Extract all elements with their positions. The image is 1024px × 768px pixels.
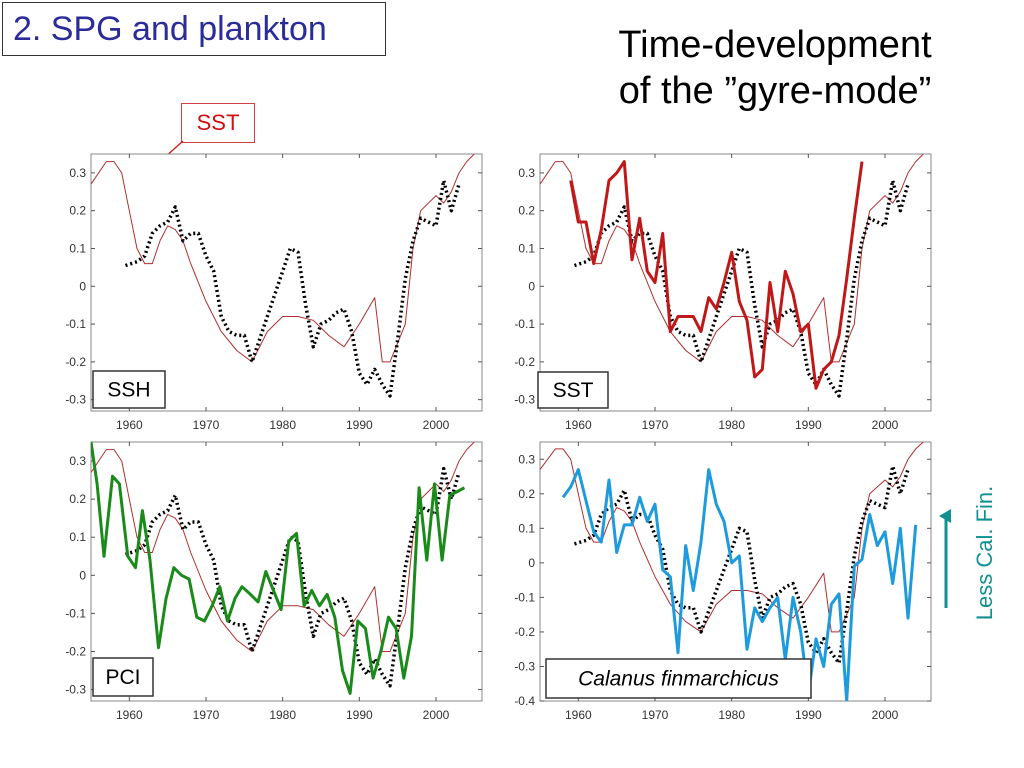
series-line-thin-3 xyxy=(91,442,475,652)
x-tick-label: 1970 xyxy=(642,708,669,722)
x-tick-label: 2000 xyxy=(423,418,450,432)
series-group xyxy=(540,442,924,701)
panel-label-box: SSH xyxy=(92,370,166,409)
chart-panel-3: 0.3 0.2 0.1 0 -0.1 -0.2 -0.3 1960 1970 1980 1990 20… xyxy=(65,441,483,722)
series-line-dotted-3 xyxy=(124,466,461,688)
y-tick-label: -0.1 xyxy=(65,317,86,331)
x-tick-label: 2000 xyxy=(872,418,899,432)
y-tick-label: 0 xyxy=(79,568,86,582)
y-tick-label: 0.1 xyxy=(69,241,86,255)
y-tick-label: 0.3 xyxy=(518,166,535,180)
panel-label-text: Calanus finmarchicus xyxy=(578,668,779,691)
x-tick-label: 1970 xyxy=(193,418,220,432)
plot-frame xyxy=(90,153,483,412)
series-group xyxy=(91,154,475,398)
y-tick-label: -0.1 xyxy=(514,590,535,604)
panel-label-text: SST xyxy=(553,379,594,402)
y-tick-label: -0.4 xyxy=(514,694,535,708)
heading-line-2: of the ”gyre-mode” xyxy=(618,70,932,112)
slide-heading: Time-development of the ”gyre-mode” xyxy=(560,22,990,114)
x-tick-label: 1960 xyxy=(116,418,143,432)
panel-label-box: SST xyxy=(537,371,609,409)
x-tick-label: 1980 xyxy=(269,418,296,432)
x-tick-label: 1990 xyxy=(795,708,822,722)
y-tick-label: -0.2 xyxy=(65,355,86,369)
x-tick-label: 1970 xyxy=(193,708,220,722)
y-tick-label: 0.3 xyxy=(69,454,86,468)
y-tick-label: 0.2 xyxy=(518,487,535,501)
y-tick-label: -0.2 xyxy=(65,644,86,658)
y-tick-label: 0.2 xyxy=(69,204,86,218)
y-tick-label: -0.2 xyxy=(514,355,535,369)
y-tick-label: -0.3 xyxy=(65,683,86,697)
panel-label-box: Calanus finmarchicus xyxy=(545,658,812,699)
series-line-thick-4 xyxy=(561,468,918,701)
x-tick-label: 1980 xyxy=(718,418,745,432)
y-tick-label: 0 xyxy=(79,279,86,293)
x-tick-label: 1970 xyxy=(642,418,669,432)
series-line-thick-3 xyxy=(91,442,466,695)
x-tick-label: 2000 xyxy=(423,708,450,722)
x-tick-label: 2000 xyxy=(872,708,899,722)
panel-label-text: SSH xyxy=(107,379,150,402)
y-tick-label: 0.2 xyxy=(69,492,86,506)
y-tick-label: 0 xyxy=(528,556,535,570)
chart-panel-2: 0.3 0.2 0.1 0 -0.1 -0.2 -0.3 1960 1970 1980 1990 20… xyxy=(514,153,932,432)
y-tick-label: 0.3 xyxy=(518,452,535,466)
section-title: 2. SPG and plankton xyxy=(2,2,386,56)
y-tick-label: 0.1 xyxy=(518,521,535,535)
plot-frame xyxy=(539,441,932,702)
y-tick-label: -0.1 xyxy=(65,606,86,620)
heading-line-1: Time-development xyxy=(618,24,932,66)
x-tick-label: 1980 xyxy=(718,708,745,722)
y-tick-label: 0 xyxy=(528,279,535,293)
y-tick-label: -0.3 xyxy=(65,393,86,407)
series-group xyxy=(91,442,475,695)
panel-label-text: PCI xyxy=(105,666,140,689)
x-tick-label: 1960 xyxy=(565,708,592,722)
x-tick-label: 1990 xyxy=(795,418,822,432)
series-line-thick-2 xyxy=(569,160,864,390)
x-tick-label: 1990 xyxy=(346,708,373,722)
series-line-dotted-1 xyxy=(124,178,461,398)
y-tick-label: 0.2 xyxy=(518,204,535,218)
x-tick-label: 1990 xyxy=(346,418,373,432)
x-tick-label: 1980 xyxy=(269,708,296,722)
x-tick-label: 1960 xyxy=(116,708,143,722)
series-line-thin-1 xyxy=(91,154,475,363)
sst-callout-label: SST xyxy=(181,103,255,143)
chart-panel-4: 0.3 0.2 0.1 0 -0.1 -0.2 -0.3 -0.4 1960 1970 1980 19… xyxy=(514,441,932,722)
y-tick-label: -0.1 xyxy=(514,317,535,331)
y-tick-label: -0.3 xyxy=(514,659,535,673)
series-line-thin-4 xyxy=(540,442,924,633)
x-tick-label: 1960 xyxy=(565,418,592,432)
y-tick-label: -0.3 xyxy=(514,393,535,407)
chart-panel-1: 0.3 0.2 0.1 0 -0.1 -0.2 -0.3 1960 1970 1980 1990 20… xyxy=(65,153,483,432)
series-group xyxy=(540,154,924,398)
y-tick-label: 0.1 xyxy=(518,241,535,255)
panel-label-box: PCI xyxy=(92,657,154,697)
y-tick-label: 0.1 xyxy=(69,530,86,544)
y-tick-label: 0.3 xyxy=(69,166,86,180)
y-tick-label: -0.2 xyxy=(514,625,535,639)
series-line-dotted-2 xyxy=(573,178,910,398)
